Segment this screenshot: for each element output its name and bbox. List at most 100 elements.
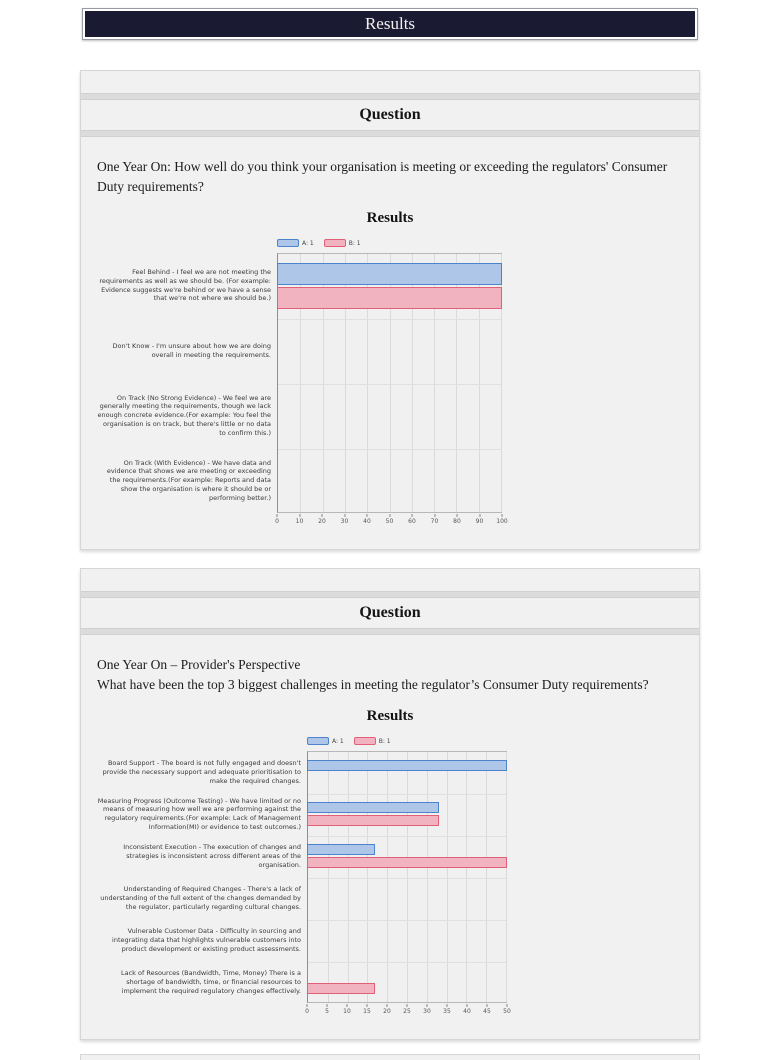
axis-tick-label: 50 [385, 518, 394, 526]
bar-cell [307, 919, 507, 961]
question-header: Question [81, 100, 699, 130]
category-label: Board Support - The board is not fully e… [102, 759, 301, 785]
chart-title: Results [366, 210, 414, 227]
axis-tick-mark [486, 1004, 488, 1008]
chart-category-row: Inconsistent Execution - The execution o… [97, 835, 507, 877]
category-label: Don't Know - I'm unsure about how we are… [112, 341, 271, 359]
bar-cell [277, 318, 502, 383]
axis-tick-mark [506, 1004, 508, 1008]
chart-category-row: On Track (With Evidence) - We have data … [97, 448, 502, 513]
axis-tick-label: 90 [475, 518, 484, 526]
axis-tick-mark [434, 514, 435, 518]
axis-tick-label: 5 [325, 1008, 329, 1016]
section-top-strip [81, 569, 699, 592]
results-chart-2: Results A: 1 B: 1 Board Support - The boa… [97, 708, 683, 1017]
category-label: Feel Behind - I feel we are not meeting … [99, 268, 271, 303]
axis-tick-mark [466, 1004, 468, 1008]
bar-b [307, 857, 507, 869]
section-top-strip [81, 71, 699, 93]
bar-cell [307, 751, 507, 793]
legend-item: A: 1 [307, 737, 344, 746]
axis-tick-mark [411, 514, 413, 518]
bar-cell [307, 961, 507, 1003]
bar-cell [277, 253, 502, 318]
legend-label: B: 1 [348, 239, 361, 247]
axis-tick-label: 30 [423, 1008, 431, 1016]
legend-item: B: 1 [353, 737, 391, 746]
chart-category-row: Measuring Progress (Outcome Testing) - W… [97, 793, 507, 835]
axis-tick-label: 80 [453, 518, 461, 526]
question-header: Question [81, 598, 699, 629]
axis-tick-mark [321, 514, 323, 518]
chart-x-axis: 0 10 20 30 40 50 60 70 80 90 100 [275, 514, 508, 527]
axis-tick-mark [456, 514, 458, 518]
results-banner: Results [82, 8, 698, 40]
chart-gridlines [307, 751, 507, 1004]
section-body: One Year On: How well do you think your … [81, 137, 699, 550]
bar-a [307, 844, 375, 856]
bar-cell [307, 835, 507, 877]
chart-category-row: Don't Know - I'm unsure about how we are… [97, 318, 502, 383]
axis-tick-mark [326, 1004, 328, 1008]
axis-tick-mark [344, 514, 345, 518]
axis-tick-mark [299, 514, 300, 518]
axis-tick-mark [446, 1004, 448, 1008]
question-text: One Year On: How well do you think your … [97, 159, 668, 194]
axis-tick-label: 45 [483, 1008, 491, 1016]
axis-tick-mark [346, 1004, 348, 1008]
category-label: Vulnerable Customer Data - Difficulty in… [112, 927, 301, 953]
axis-tick-mark [501, 514, 503, 518]
section-divider [81, 93, 699, 100]
category-label: Understanding of Required Changes - Ther… [100, 885, 301, 911]
chart-category-row: Feel Behind - I feel we are not meeting … [97, 253, 502, 318]
axis-tick-mark [366, 514, 368, 518]
category-label: Lack of Resources (Bandwidth, Time, Mone… [121, 969, 301, 995]
chart-category-row: Lack of Resources (Bandwidth, Time, Mone… [97, 961, 507, 1003]
category-label: Measuring Progress (Outcome Testing) - W… [97, 796, 301, 832]
legend-label: B: 1 [378, 737, 391, 745]
section-body: One Year On – Provider's Perspective Wha… [81, 635, 699, 1040]
axis-tick-label: 0 [305, 1008, 309, 1016]
bar-cell [307, 793, 507, 835]
axis-tick-mark [386, 1004, 388, 1008]
axis-tick-label: 40 [463, 1008, 471, 1016]
chart-plot-area: Feel Behind - I feel we are not meeting … [97, 253, 502, 514]
axis-tick-label: 10 [343, 1008, 351, 1016]
axis-tick-label: 40 [363, 518, 371, 526]
legend-item: B: 1 [323, 239, 361, 248]
chart-plot-area: Board Support - The board is not fully e… [97, 751, 507, 1004]
page-title: Results [85, 11, 695, 37]
axis-tick-label: 15 [363, 1008, 371, 1016]
question-section-2: Question One Year On – Provider's Perspe… [80, 568, 700, 1041]
bar-cell [307, 877, 507, 919]
bar-b [307, 983, 375, 995]
axis-tick-label: 25 [403, 1008, 411, 1016]
legend-label: A: 1 [332, 737, 344, 745]
axis-tick-label: 0 [275, 518, 279, 526]
legend-swatch [307, 737, 329, 746]
question-section-1: Question One Year On: How well do you th… [80, 70, 700, 551]
chart-category-row: Vulnerable Customer Data - Difficulty in… [97, 919, 507, 961]
bar-a [307, 760, 507, 772]
axis-tick-label: 10 [295, 518, 304, 526]
results-chart-1: Results A: 1 B: 1 Feel Behind - I feel we… [97, 210, 683, 527]
legend-label: A: 1 [302, 239, 314, 247]
chart-legend: A: 1 B: 1 [277, 237, 683, 249]
axis-tick-mark [426, 1004, 428, 1008]
axis-tick-label: 35 [443, 1008, 451, 1016]
legend-swatch [353, 737, 376, 746]
question-text-line1: One Year On – Provider's Perspective [97, 657, 301, 673]
axis-tick-mark [306, 1004, 308, 1008]
bar-a [307, 802, 439, 814]
axis-tick-mark [389, 514, 390, 518]
category-label: On Track (No Strong Evidence) - We feel … [97, 393, 271, 437]
chart-category-row: On Track (No Strong Evidence) - We feel … [97, 383, 502, 448]
axis-tick-label: 70 [430, 518, 439, 526]
section-divider [81, 591, 699, 599]
axis-tick-mark [479, 514, 480, 518]
chart-category-row: Board Support - The board is not fully e… [97, 751, 507, 793]
category-label: On Track (With Evidence) - We have data … [106, 458, 271, 502]
axis-tick-label: 20 [383, 1008, 391, 1016]
category-label: Inconsistent Execution - The execution o… [123, 843, 301, 869]
axis-tick-mark [366, 1004, 368, 1008]
